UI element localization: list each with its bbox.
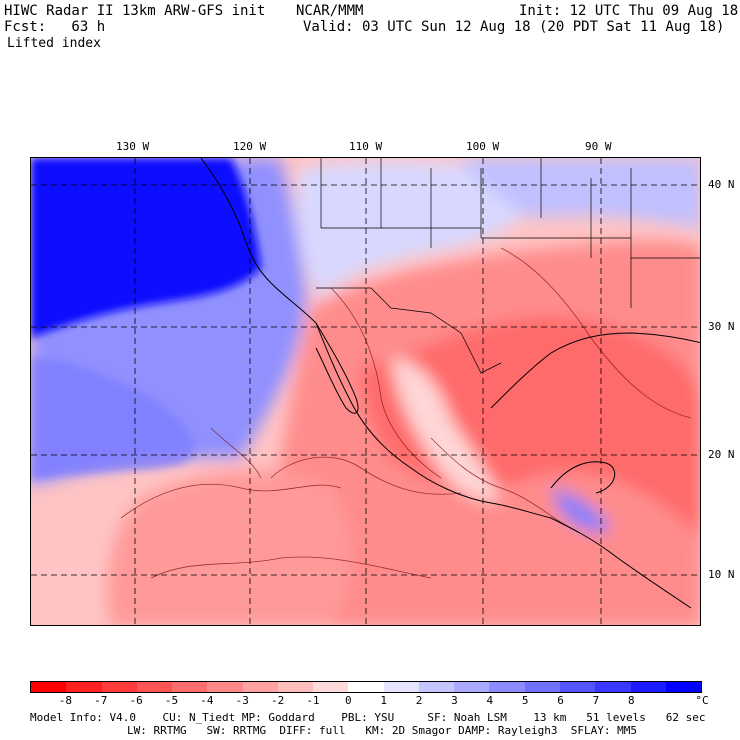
lat-label-20n: 20 N	[708, 448, 735, 461]
model-info-line1: Model Info: V4.0 CU: N_Tiedt MP: Goddard…	[30, 711, 706, 724]
colorbar-tick-label: 8	[627, 694, 635, 707]
colorbar-tick-label: 0	[345, 694, 352, 707]
field-blue-swirl	[31, 358, 194, 480]
colorbar-tick-label: -6	[129, 694, 143, 707]
field-name: Lifted index	[7, 36, 101, 51]
valid-time: Valid: 03 UTC Sun 12 Aug 18 (20 PDT Sat …	[303, 19, 725, 35]
us-mexico-border	[316, 287, 502, 374]
colorbar-swatch	[595, 682, 631, 692]
colorbar-tick-label: -7	[94, 694, 108, 707]
colorbar-swatch	[383, 682, 419, 692]
contour-line	[150, 556, 432, 579]
lat-label-10n: 10 N	[708, 568, 735, 581]
lon-label-90w: 90 W	[585, 140, 612, 153]
lon-label-110w: 110 W	[349, 140, 383, 153]
init-time: Init: 12 UTC Thu 09 Aug 18	[519, 3, 739, 19]
map-canvas	[31, 158, 700, 625]
yucatan-coastline	[550, 461, 616, 494]
field-great-basin	[297, 161, 536, 298]
colorbar-tick-label: 7	[592, 694, 600, 707]
political-borders	[316, 158, 700, 374]
colorbar-swatch	[630, 682, 666, 692]
field-pacific-red-zone	[107, 469, 350, 625]
colorbar-swatch	[559, 682, 596, 692]
colorbar-tick-label: 4	[486, 694, 494, 707]
gulf-coast-coastline	[490, 332, 700, 409]
field-mexican-plateau	[391, 358, 501, 501]
colorbar-tick-label: -8	[58, 694, 72, 707]
contour-line	[210, 427, 262, 479]
colorbar-unit: °C	[695, 694, 709, 707]
colorbar-tick-label: -2	[270, 694, 285, 707]
contour-line	[330, 287, 442, 479]
lifted-index-map[interactable]	[30, 157, 701, 626]
colorbar-swatch	[665, 682, 702, 692]
lifted-index-colorbar	[30, 681, 702, 693]
field-central-america-blue	[551, 488, 611, 533]
west-coast-coastline	[200, 158, 692, 609]
colorbar-swatch	[242, 682, 278, 692]
colorbar-swatch	[489, 682, 525, 692]
colorbar-tick-label: 6	[557, 694, 564, 707]
colorbar-swatch	[31, 682, 67, 692]
colorbar-tick-label: -1	[306, 694, 320, 707]
lat-label-40n: 40 N	[708, 178, 735, 191]
colorbar-swatch	[418, 682, 455, 692]
contour-line	[120, 483, 342, 519]
colorbar-swatch	[348, 682, 384, 692]
colorbar-tick-label: 3	[451, 694, 458, 707]
lon-label-130w: 130 W	[116, 140, 150, 153]
colorbar-swatch	[277, 682, 314, 692]
colorbar-swatch	[101, 682, 137, 692]
field-deep-blue-core	[31, 158, 261, 338]
colorbar-tick-label: 2	[415, 694, 423, 707]
colorbar-tick-label: 5	[521, 694, 529, 707]
colorbar-swatch	[172, 682, 208, 692]
field-northern-plains	[461, 158, 700, 228]
baja-peninsula-coastline	[315, 322, 359, 414]
contour-line	[270, 456, 462, 495]
organization-label: NCAR/MMM	[296, 3, 364, 19]
colorbar-tick-label: -4	[200, 694, 214, 707]
lifted-index-contours	[120, 247, 692, 579]
lat-label-30n: 30 N	[708, 320, 735, 333]
lon-label-120w: 120 W	[233, 140, 267, 153]
model-info-line2: LW: RRTMG SW: RRTMG DIFF: full KM: 2D Sm…	[127, 724, 637, 737]
colorbar-swatch	[66, 682, 102, 692]
colorbar-tick-label: -5	[164, 694, 179, 707]
contour-line	[500, 247, 692, 419]
forecast-hour: Fcst: 63 h	[4, 19, 106, 35]
graticule	[31, 158, 700, 625]
contour-line	[430, 437, 572, 529]
coastlines	[200, 158, 700, 609]
colorbar-swatch	[136, 682, 173, 692]
colorbar-tick-label: -3	[235, 694, 249, 707]
colorbar-swatch	[313, 682, 349, 692]
colorbar-swatch	[207, 682, 243, 692]
plot-title: HIWC Radar II 13km ARW-GFS init	[4, 3, 266, 19]
colorbar-swatch	[524, 682, 560, 692]
colorbar-swatch	[454, 682, 490, 692]
field-strong-red-zone	[361, 316, 700, 537]
colorbar-tick-label: 1	[380, 694, 387, 707]
lon-label-100w: 100 W	[466, 140, 500, 153]
